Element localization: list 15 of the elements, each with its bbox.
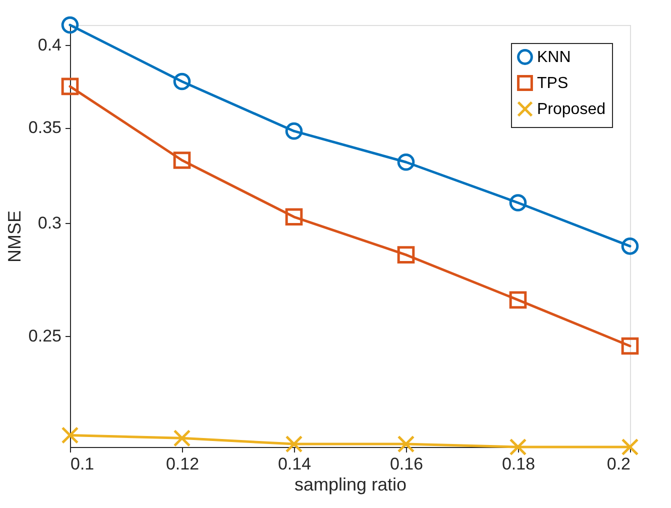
legend-label: KNN — [537, 49, 571, 66]
y-tick-label: 0.25 — [28, 326, 62, 346]
y-axis-title: NMSE — [4, 210, 24, 263]
legend-label: Proposed — [537, 101, 606, 118]
y-tick-label: 0.4 — [38, 35, 62, 54]
x-tick-label: 0.12 — [166, 454, 200, 474]
x-axis-title: sampling ratio — [294, 474, 407, 494]
x-tick-label: 0.16 — [390, 454, 424, 474]
x-tick-label: 0.14 — [278, 454, 312, 474]
x-tick-label: 0.2 — [606, 454, 630, 474]
y-tick-label: 0.35 — [28, 118, 62, 138]
x-tick-label: 0.18 — [502, 454, 536, 474]
x-tick-label: 0.1 — [70, 454, 94, 474]
legend-label: TPS — [537, 75, 568, 92]
y-tick-label: 0.3 — [38, 214, 62, 233]
